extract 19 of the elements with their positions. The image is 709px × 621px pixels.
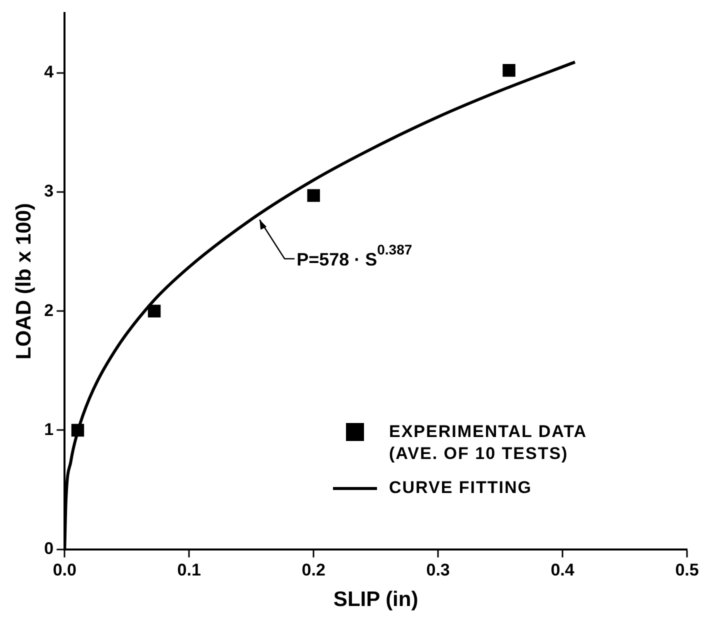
legend-label: EXPERIMENTAL DATA (AVE. OF 10 TESTS) [389,421,588,465]
y-axis-title: LOAD (lb x 100) [12,203,36,360]
point [307,189,320,202]
point [502,64,516,77]
y-tick-label: 3 [44,182,54,201]
y-tick-label: 1 [44,420,54,439]
point [148,304,161,318]
x-tick-label: 0.1 [177,560,201,580]
y-tick-label: 4 [44,62,54,82]
y-tick-label: 0 [44,539,54,558]
x-tick-label: 0.3 [426,560,450,580]
x-tick-label: 0.2 [302,560,326,580]
y-tick-label: 2 [44,300,54,320]
x-tick-label: 0.0 [52,560,76,580]
point [71,424,84,437]
x-tick-label: 0.5 [675,560,699,580]
legend-label: CURVE FITTING [389,477,534,499]
x-axis-title: SLIP (in) [333,588,418,612]
x-tick-label: 0.4 [550,560,575,580]
